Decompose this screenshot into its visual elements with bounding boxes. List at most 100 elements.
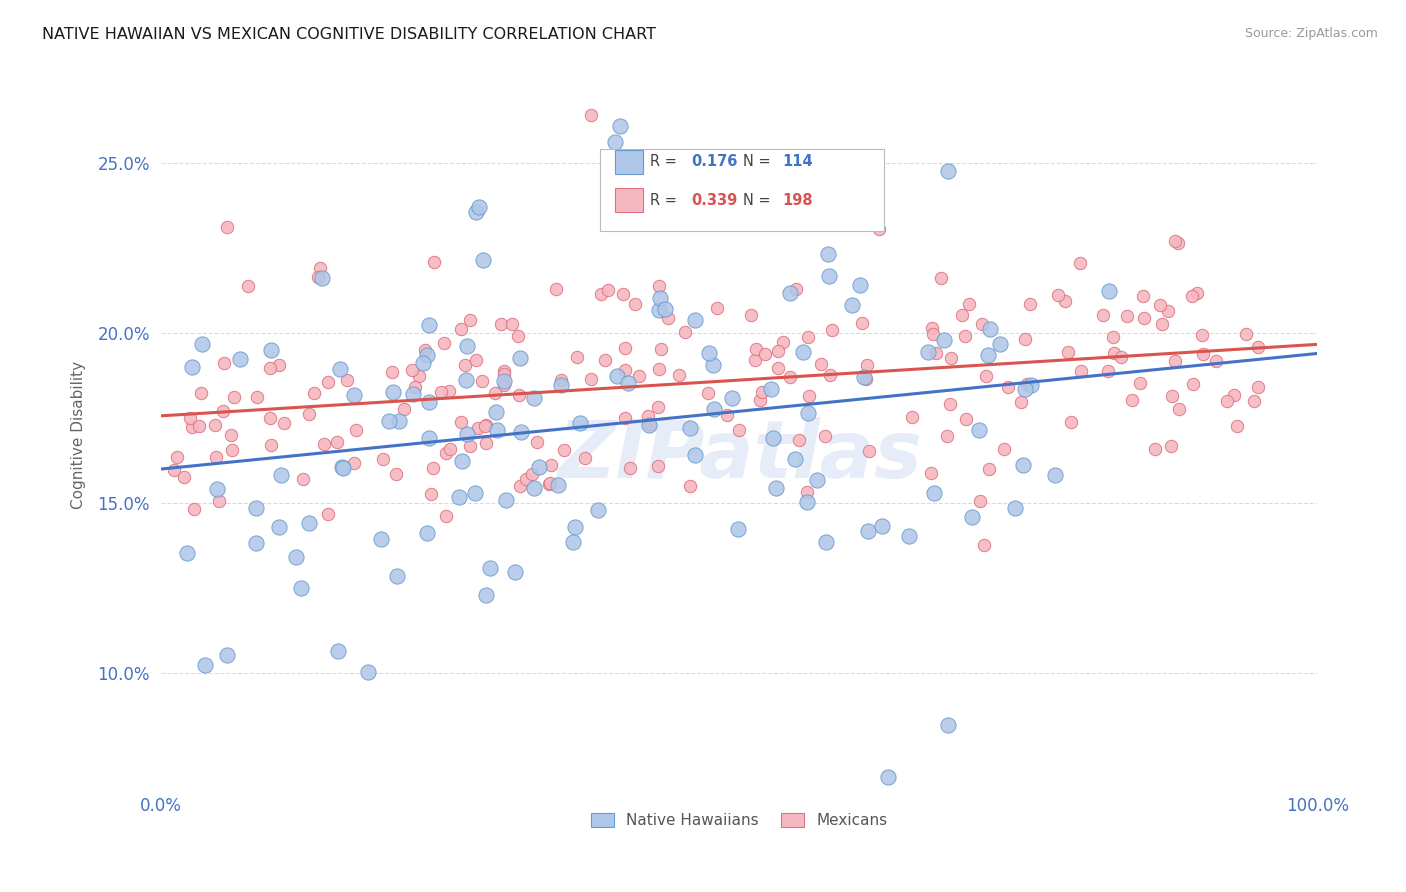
Point — [439, 442, 461, 456]
Point — [1226, 418, 1249, 433]
Point — [464, 485, 486, 500]
Point — [166, 450, 188, 465]
Point — [728, 423, 751, 437]
Point — [650, 291, 672, 305]
Point — [381, 365, 404, 379]
Point — [392, 402, 415, 417]
Point — [772, 335, 794, 350]
Point — [744, 353, 766, 368]
Point — [792, 345, 814, 359]
Point — [163, 463, 186, 477]
Point — [456, 338, 478, 352]
Point — [401, 363, 423, 377]
Point — [1205, 354, 1227, 368]
Point — [898, 528, 921, 542]
Point — [922, 486, 945, 500]
Point — [1164, 234, 1187, 248]
Point — [474, 419, 496, 434]
Point — [492, 363, 515, 377]
Point — [285, 550, 308, 565]
Point — [609, 119, 631, 133]
Point — [550, 373, 572, 387]
Point — [605, 135, 627, 149]
Point — [465, 205, 488, 219]
Point — [509, 479, 531, 493]
Point — [484, 385, 506, 400]
Point — [343, 388, 366, 402]
Point — [810, 358, 832, 372]
Point — [494, 378, 516, 392]
Point — [765, 481, 787, 495]
Point — [1182, 377, 1205, 392]
Point — [1053, 294, 1076, 309]
Point — [606, 368, 628, 383]
Point — [292, 472, 315, 486]
Point — [485, 423, 508, 437]
Point — [415, 525, 437, 540]
Point — [941, 351, 963, 366]
Point — [332, 461, 354, 475]
Point — [326, 435, 349, 450]
Point — [702, 359, 724, 373]
Point — [326, 643, 349, 657]
Point — [1181, 289, 1204, 303]
Point — [267, 519, 290, 533]
Point — [311, 271, 333, 285]
Point — [418, 318, 440, 332]
Point — [1243, 394, 1265, 409]
Point — [238, 279, 260, 293]
Point — [503, 565, 526, 579]
FancyBboxPatch shape — [600, 149, 884, 231]
Point — [797, 406, 820, 420]
Point — [190, 385, 212, 400]
Point — [785, 282, 807, 296]
Point — [762, 431, 785, 445]
Point — [330, 460, 353, 475]
Point — [408, 369, 430, 384]
Point — [180, 359, 202, 374]
Point — [506, 328, 529, 343]
Point — [329, 362, 352, 376]
Point — [418, 431, 440, 445]
Point — [418, 395, 440, 409]
Point — [993, 442, 1015, 457]
Point — [343, 456, 366, 470]
FancyBboxPatch shape — [616, 188, 643, 212]
Point — [650, 342, 672, 356]
Point — [423, 254, 446, 268]
Point — [818, 368, 841, 382]
Point — [1161, 389, 1184, 403]
Point — [550, 378, 572, 392]
Point — [467, 200, 489, 214]
Point — [450, 322, 472, 336]
Point — [1121, 393, 1143, 408]
Point — [960, 510, 983, 524]
Point — [697, 385, 720, 400]
Point — [246, 390, 269, 404]
Point — [841, 298, 863, 312]
Point — [1160, 439, 1182, 453]
Point — [1157, 304, 1180, 318]
Point — [1109, 351, 1132, 365]
Point — [935, 429, 957, 443]
Point — [515, 472, 537, 486]
Point — [614, 341, 637, 355]
Point — [501, 318, 523, 332]
Point — [381, 384, 404, 399]
Point — [1129, 376, 1152, 390]
Point — [259, 410, 281, 425]
Point — [471, 374, 494, 388]
Point — [484, 405, 506, 419]
Point — [870, 519, 893, 533]
Point — [273, 417, 295, 431]
Point — [191, 336, 214, 351]
Point — [454, 358, 477, 372]
Point — [309, 261, 332, 276]
Point — [176, 546, 198, 560]
Point — [1152, 317, 1174, 331]
Point — [259, 361, 281, 376]
Point — [523, 481, 546, 495]
Point — [402, 386, 425, 401]
Point — [508, 351, 530, 366]
Point — [298, 516, 321, 531]
